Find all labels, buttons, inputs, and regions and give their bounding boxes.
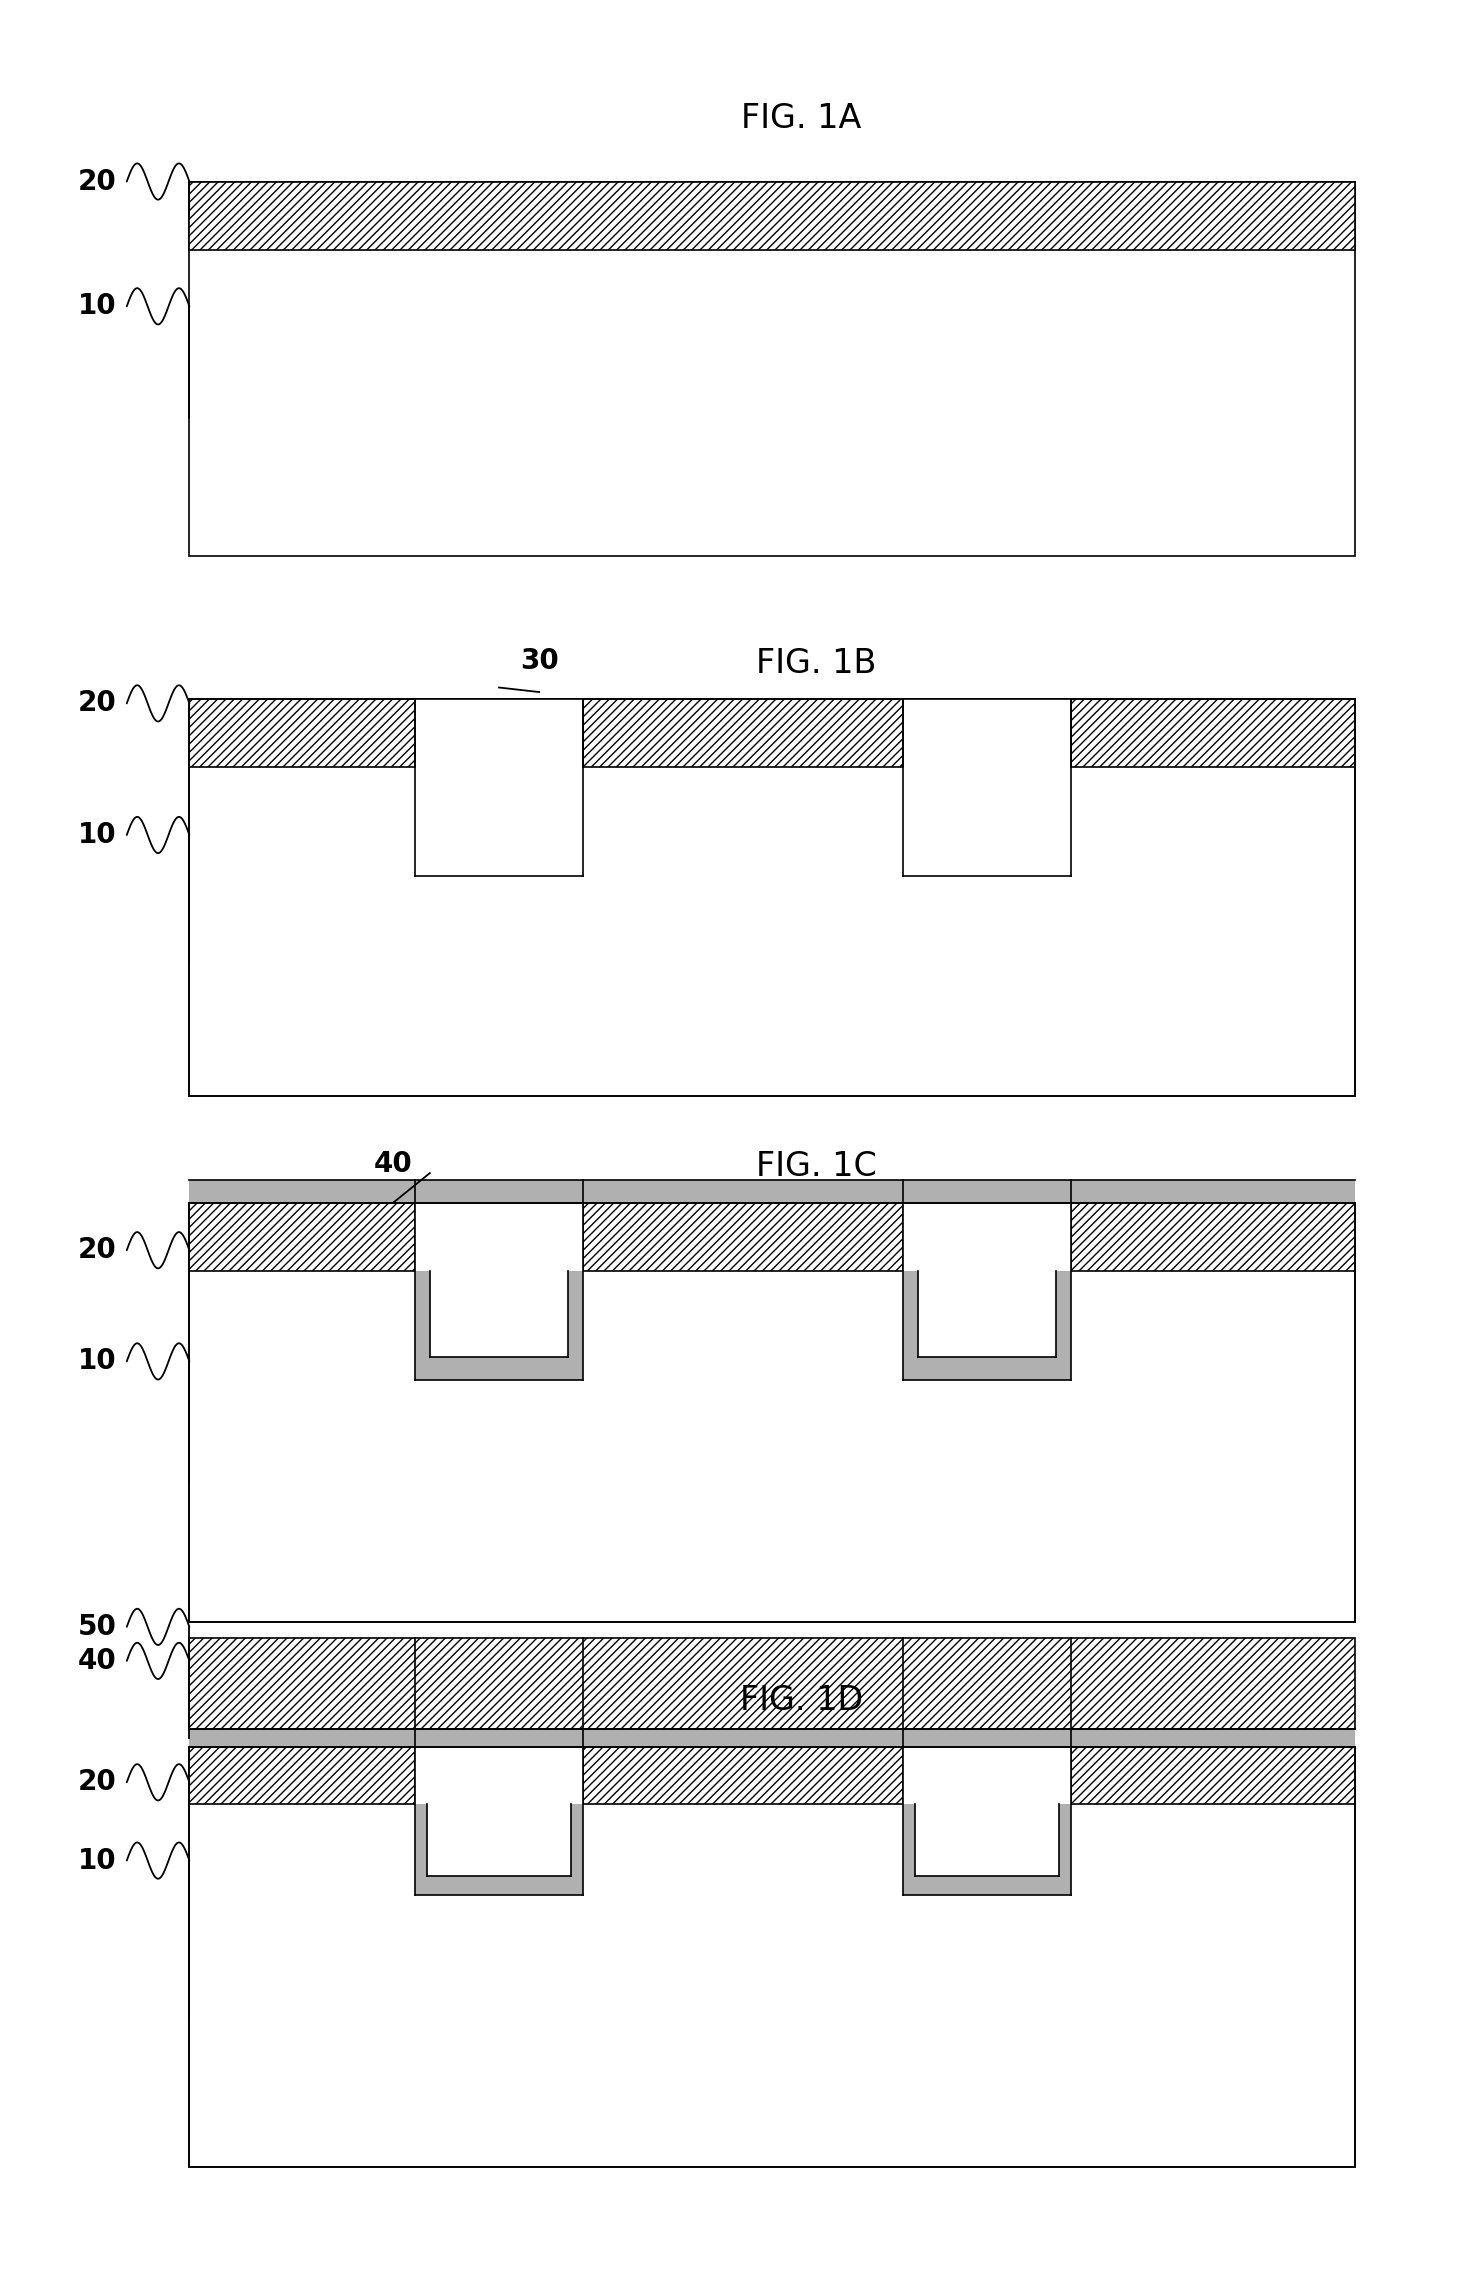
Bar	[415, 1203, 583, 1380]
Bar	[189, 699, 1355, 1096]
Text: FIG. 1C: FIG. 1C	[756, 1150, 876, 1184]
Bar	[571, 1804, 583, 1895]
Bar	[583, 699, 903, 767]
Bar	[189, 1747, 1355, 2167]
Bar	[583, 1747, 903, 1804]
Bar	[903, 1357, 1071, 1380]
Text: FIG. 1D: FIG. 1D	[740, 1684, 863, 1718]
Bar	[1059, 1804, 1071, 1895]
Bar	[415, 1747, 583, 1895]
Bar	[1071, 1203, 1355, 1271]
Bar	[189, 699, 415, 767]
Text: 10: 10	[77, 1847, 117, 1874]
Text: FIG. 1B: FIG. 1B	[756, 647, 876, 681]
Bar	[1056, 1271, 1071, 1380]
Bar	[189, 699, 1355, 1096]
Bar	[903, 1876, 1071, 1895]
Text: 30: 30	[520, 647, 558, 674]
Bar	[415, 1271, 430, 1380]
Bar	[415, 1876, 583, 1895]
Text: 10: 10	[77, 1348, 117, 1375]
Bar	[189, 1729, 1355, 1747]
Bar	[568, 1271, 583, 1380]
Text: 20: 20	[77, 1237, 117, 1264]
Text: 20: 20	[77, 1768, 117, 1797]
Bar	[189, 1180, 1355, 1203]
Bar	[903, 1203, 1071, 1380]
Bar	[189, 182, 1355, 250]
Text: 40: 40	[77, 1647, 117, 1675]
Text: 20: 20	[77, 690, 117, 717]
Bar	[189, 1203, 1355, 1622]
Bar	[1071, 699, 1355, 767]
Bar	[189, 182, 1355, 556]
Bar	[903, 1747, 1071, 1895]
Bar	[903, 1271, 918, 1380]
Bar	[583, 1203, 903, 1271]
Text: 50: 50	[77, 1613, 117, 1640]
Bar	[903, 699, 1071, 876]
Bar	[1071, 1747, 1355, 1804]
Bar	[189, 1203, 415, 1271]
Bar	[189, 1203, 1355, 1622]
Text: FIG. 1A: FIG. 1A	[742, 102, 861, 136]
Bar	[189, 1747, 1355, 2167]
Text: 10: 10	[77, 293, 117, 320]
Bar	[189, 1747, 415, 1804]
Text: 20: 20	[77, 168, 117, 195]
Bar	[189, 1638, 1355, 1729]
Bar	[415, 1804, 427, 1895]
Bar	[903, 1804, 915, 1895]
Text: 40: 40	[374, 1150, 412, 1178]
Bar	[415, 699, 583, 876]
Text: 10: 10	[77, 821, 117, 849]
Bar	[415, 1357, 583, 1380]
